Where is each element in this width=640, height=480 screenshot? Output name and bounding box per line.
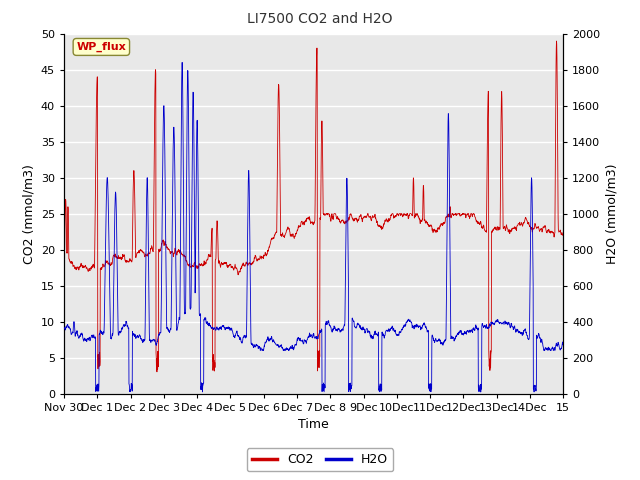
- Y-axis label: H2O (mmol/m3): H2O (mmol/m3): [606, 163, 619, 264]
- Text: WP_flux: WP_flux: [77, 42, 126, 52]
- Text: LI7500 CO2 and H2O: LI7500 CO2 and H2O: [247, 12, 393, 26]
- X-axis label: Time: Time: [298, 418, 329, 431]
- Y-axis label: CO2 (mmol/m3): CO2 (mmol/m3): [22, 164, 35, 264]
- Legend: CO2, H2O: CO2, H2O: [247, 448, 393, 471]
